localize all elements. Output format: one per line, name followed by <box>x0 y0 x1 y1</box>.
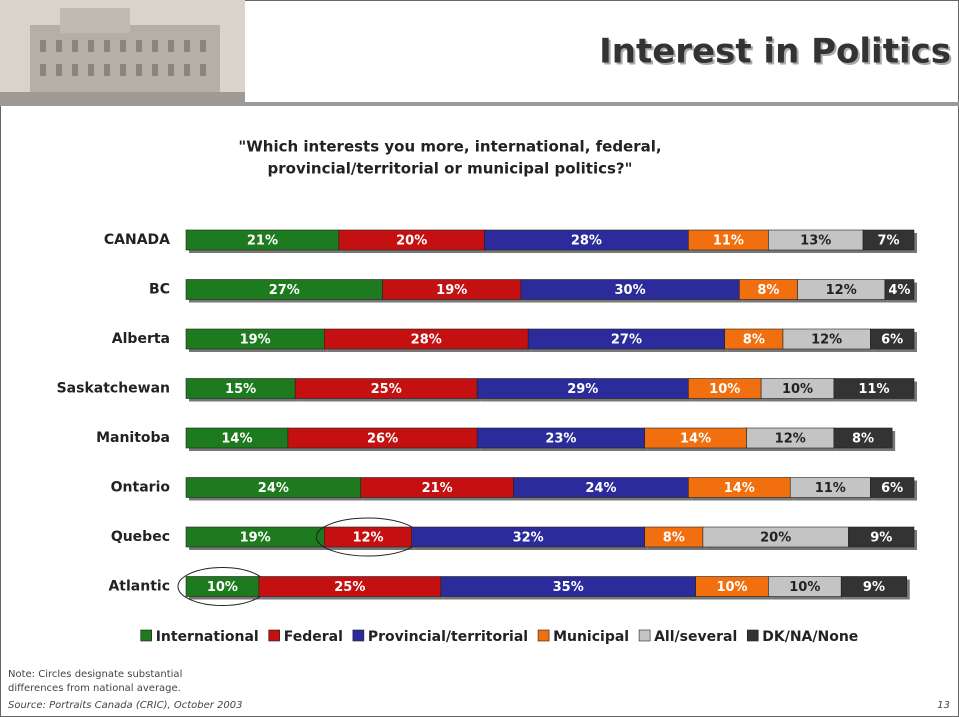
category-label: Manitoba <box>96 430 170 446</box>
bar-segment <box>870 328 915 350</box>
value-label: 19% <box>240 333 271 348</box>
value-label: 10% <box>716 580 747 595</box>
value-label: 11% <box>713 234 744 249</box>
legend-label: Municipal <box>553 629 629 645</box>
header-rule <box>0 102 959 106</box>
value-label: 14% <box>724 481 755 496</box>
value-label: 32% <box>513 531 544 546</box>
value-label: 24% <box>585 481 616 496</box>
value-label: 21% <box>247 234 278 249</box>
bar-segment <box>833 427 893 449</box>
header-photo <box>0 0 245 102</box>
legend-swatch <box>352 629 365 642</box>
value-label: 19% <box>436 283 467 298</box>
bar-segment <box>833 378 915 399</box>
title-shadow: Interest in Politics <box>601 34 953 74</box>
bar-segment <box>848 526 915 548</box>
value-label: 15% <box>225 382 256 397</box>
value-label: 6% <box>881 481 903 496</box>
value-label: 12% <box>352 531 383 546</box>
value-label: 14% <box>221 432 252 447</box>
value-label: 4% <box>888 283 910 298</box>
source: Source: Portraits Canada (CRIC), October… <box>8 700 243 711</box>
page-number: 13 <box>937 700 950 711</box>
value-label: 8% <box>743 333 765 348</box>
value-label: 27% <box>269 283 300 298</box>
value-label: 10% <box>207 580 238 595</box>
bar-segment <box>862 229 915 251</box>
category-label: Ontario <box>111 480 171 496</box>
value-label: 8% <box>663 531 685 546</box>
bar-segment <box>884 279 915 300</box>
legend-label: Federal <box>284 629 343 645</box>
legend-swatch <box>140 629 152 642</box>
value-label: 10% <box>782 382 813 397</box>
value-label: 6% <box>881 333 903 348</box>
value-label: 20% <box>760 531 791 546</box>
value-label: 29% <box>567 382 598 397</box>
value-label: 28% <box>411 333 442 348</box>
value-label: 11% <box>858 382 889 397</box>
value-label: 11% <box>815 481 846 496</box>
value-label: 8% <box>852 432 874 447</box>
value-label: 9% <box>870 531 892 546</box>
note: differences from national average. <box>8 683 181 694</box>
value-label: 30% <box>615 283 646 298</box>
bar-segment <box>870 477 915 498</box>
value-label: 24% <box>258 481 289 496</box>
legend: International Federal Provincial/territori… <box>140 629 858 645</box>
legend-swatch <box>638 629 651 642</box>
category-label: Alberta <box>112 331 170 347</box>
bar-segment <box>840 576 908 597</box>
legend-swatch <box>537 629 550 642</box>
category-label: BC <box>149 282 170 298</box>
legend-label: All/several <box>654 629 737 645</box>
value-label: 13% <box>800 234 831 249</box>
value-label: 12% <box>826 283 857 298</box>
value-label: 23% <box>545 432 576 447</box>
category-label: CANADA <box>104 232 170 248</box>
value-label: 20% <box>396 234 427 249</box>
value-label: 12% <box>775 432 806 447</box>
value-label: 10% <box>709 382 740 397</box>
value-label: 28% <box>571 234 602 249</box>
chart-title: Interest in Politics <box>599 32 951 72</box>
value-label: 7% <box>877 234 899 249</box>
value-label: 25% <box>334 580 365 595</box>
value-label: 10% <box>789 580 820 595</box>
legend-swatch <box>746 629 759 642</box>
legend-swatch <box>268 629 281 642</box>
value-label: 14% <box>680 432 711 447</box>
category-label: Atlantic <box>108 579 170 595</box>
value-label: 35% <box>553 580 584 595</box>
value-label: 8% <box>757 283 779 298</box>
value-label: 25% <box>371 382 402 397</box>
note: Note: Circles designate substantial <box>8 669 182 680</box>
subtitle: "Which interests you more, international… <box>238 138 661 156</box>
legend-label: International <box>156 629 259 645</box>
legend-label: DK/NA/None <box>762 629 858 645</box>
legend-label: Provincial/territorial <box>368 629 528 645</box>
category-label: Saskatchewan <box>57 381 170 397</box>
value-label: 26% <box>367 432 398 447</box>
category-label: Quebec <box>111 529 170 545</box>
subtitle: provincial/territorial or municipal poli… <box>268 160 633 178</box>
value-label: 12% <box>811 333 842 348</box>
value-label: 19% <box>240 531 271 546</box>
value-label: 21% <box>422 481 453 496</box>
value-label: 9% <box>863 580 885 595</box>
value-label: 27% <box>611 333 642 348</box>
